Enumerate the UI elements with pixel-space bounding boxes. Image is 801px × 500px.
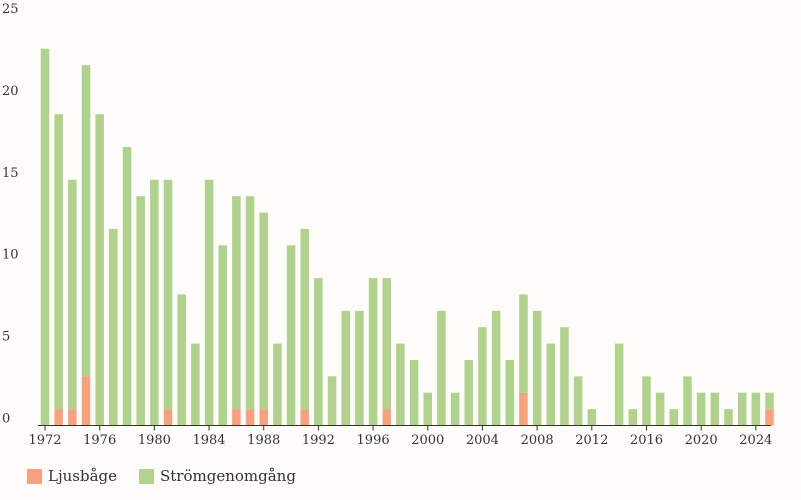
bar-ljusbage-1991 <box>300 409 309 426</box>
bar-stromgenomgang-2011 <box>573 376 583 426</box>
bar-stromgenomgang-2014 <box>614 343 624 426</box>
bar-stromgenomgang-2018 <box>669 409 679 426</box>
y-tick-label-15: 15 <box>2 166 19 181</box>
y-tick-label-25: 25 <box>2 2 19 17</box>
y-tick-label-10: 10 <box>2 248 19 263</box>
bar-stromgenomgang-1996 <box>368 278 378 426</box>
bar-ljusbage-1981 <box>163 409 173 426</box>
bar-stromgenomgang-1982 <box>177 294 186 426</box>
y-ticks-group: 0 5 10 15 20 25 <box>2 2 19 427</box>
bar-stromgenomgang-1990 <box>286 245 296 426</box>
bar-ljusbage-1987 <box>245 409 255 426</box>
x-tick-label-2008: 2008 <box>521 433 554 448</box>
bar-stromgenomgang-1994 <box>341 310 350 426</box>
bar-ljusbage-1974 <box>68 409 77 426</box>
bar-stromgenomgang-1987 <box>245 196 255 410</box>
bar-stromgenomgang-1986 <box>232 196 241 410</box>
bar-stromgenomgang-1976 <box>95 114 104 426</box>
x-tick-label-2012: 2012 <box>575 433 608 448</box>
bar-stromgenomgang-1973 <box>54 114 63 410</box>
bar-stromgenomgang-2016 <box>642 376 651 426</box>
bar-stromgenomgang-1997 <box>382 278 391 410</box>
legend-item-ljusbage: Ljusbåge <box>27 467 117 485</box>
bar-stromgenomgang-1988 <box>259 212 268 410</box>
bar-stromgenomgang-1978 <box>122 147 132 426</box>
bar-stromgenomgang-1998 <box>396 343 405 426</box>
x-tick-label-1996: 1996 <box>357 433 390 448</box>
bar-stromgenomgang-1985 <box>218 245 227 426</box>
x-tick-label-1976: 1976 <box>83 433 116 448</box>
y-tick-label-0: 0 <box>2 412 10 427</box>
bar-stromgenomgang-2007 <box>519 294 528 393</box>
bar-stromgenomgang-1980 <box>150 179 159 426</box>
bar-stromgenomgang-1999 <box>409 359 419 426</box>
bar-stromgenomgang-2001 <box>437 310 446 426</box>
bar-stromgenomgang-2008 <box>532 310 542 426</box>
legend-swatch-ljusbage <box>27 468 42 484</box>
legend-label-stromgenomgang: Strömgenomgång <box>160 467 296 485</box>
bar-ljusbage-1988 <box>259 409 268 426</box>
bars-group <box>40 48 774 426</box>
legend-item-stromgenomgang: Strömgenomgång <box>139 467 296 485</box>
bar-stromgenomgang-1972 <box>40 48 50 426</box>
x-tick-label-2024: 2024 <box>739 433 772 448</box>
bar-stromgenomgang-2000 <box>423 392 433 426</box>
x-ticks-group: 1972 1976 1980 1984 1988 1992 1996 2000 2004 2008… <box>28 425 772 448</box>
legend-label-ljusbage: Ljusbåge <box>48 467 117 485</box>
bar-stromgenomgang-2022 <box>724 409 733 426</box>
bar-stromgenomgang-1991 <box>300 228 309 410</box>
bar-ljusbage-1986 <box>232 409 241 426</box>
x-tick-label-2016: 2016 <box>630 433 663 448</box>
bar-stromgenomgang-2015 <box>628 409 638 426</box>
legend: Ljusbåge Strömgenomgång <box>27 467 318 485</box>
bar-stromgenomgang-1984 <box>204 179 214 426</box>
bar-stromgenomgang-2010 <box>560 327 569 426</box>
bar-ljusbage-1975 <box>81 376 91 426</box>
x-tick-label-2000: 2000 <box>411 433 444 448</box>
bar-stromgenomgang-2009 <box>546 343 556 426</box>
x-tick-label-1972: 1972 <box>28 433 61 448</box>
bar-stromgenomgang-2005 <box>491 310 501 426</box>
bar-stromgenomgang-1977 <box>109 228 118 426</box>
x-tick-label-2020: 2020 <box>685 433 718 448</box>
bar-stromgenomgang-1995 <box>355 310 364 426</box>
bar-stromgenomgang-2023 <box>737 392 747 426</box>
x-tick-label-1984: 1984 <box>192 433 225 448</box>
bar-stromgenomgang-2002 <box>450 392 460 426</box>
x-tick-label-2004: 2004 <box>466 433 499 448</box>
bar-stromgenomgang-2020 <box>696 392 706 426</box>
bar-ljusbage-1997 <box>382 409 391 426</box>
y-tick-label-5: 5 <box>2 330 10 345</box>
bar-stromgenomgang-2025 <box>765 392 774 410</box>
bar-stromgenomgang-1989 <box>273 343 282 426</box>
bar-stromgenomgang-2004 <box>478 327 487 426</box>
x-tick-label-1992: 1992 <box>302 433 335 448</box>
bar-stromgenomgang-1979 <box>136 196 145 426</box>
bar-stromgenomgang-1992 <box>314 278 323 426</box>
bar-stromgenomgang-2006 <box>505 359 515 426</box>
bar-stromgenomgang-2012 <box>587 409 597 426</box>
bar-ljusbage-1973 <box>54 409 63 426</box>
bar-stromgenomgang-1974 <box>68 179 77 410</box>
x-tick-label-1980: 1980 <box>138 433 171 448</box>
y-tick-label-20: 20 <box>2 84 19 99</box>
x-tick-label-1988: 1988 <box>247 433 280 448</box>
bar-ljusbage-2007 <box>519 392 528 426</box>
bar-stromgenomgang-2003 <box>464 359 474 426</box>
legend-swatch-stromgenomgang <box>139 468 154 484</box>
bar-ljusbage-2025 <box>765 409 774 426</box>
bar-stromgenomgang-1993 <box>327 376 337 426</box>
bar-stromgenomgang-1981 <box>163 179 173 410</box>
bar-stromgenomgang-2017 <box>655 392 665 426</box>
bar-stromgenomgang-1983 <box>191 343 200 426</box>
bar-stromgenomgang-2024 <box>751 392 761 426</box>
bar-stromgenomgang-2021 <box>710 392 720 426</box>
bar-stromgenomgang-1975 <box>81 65 91 377</box>
bar-stromgenomgang-2019 <box>683 376 692 426</box>
